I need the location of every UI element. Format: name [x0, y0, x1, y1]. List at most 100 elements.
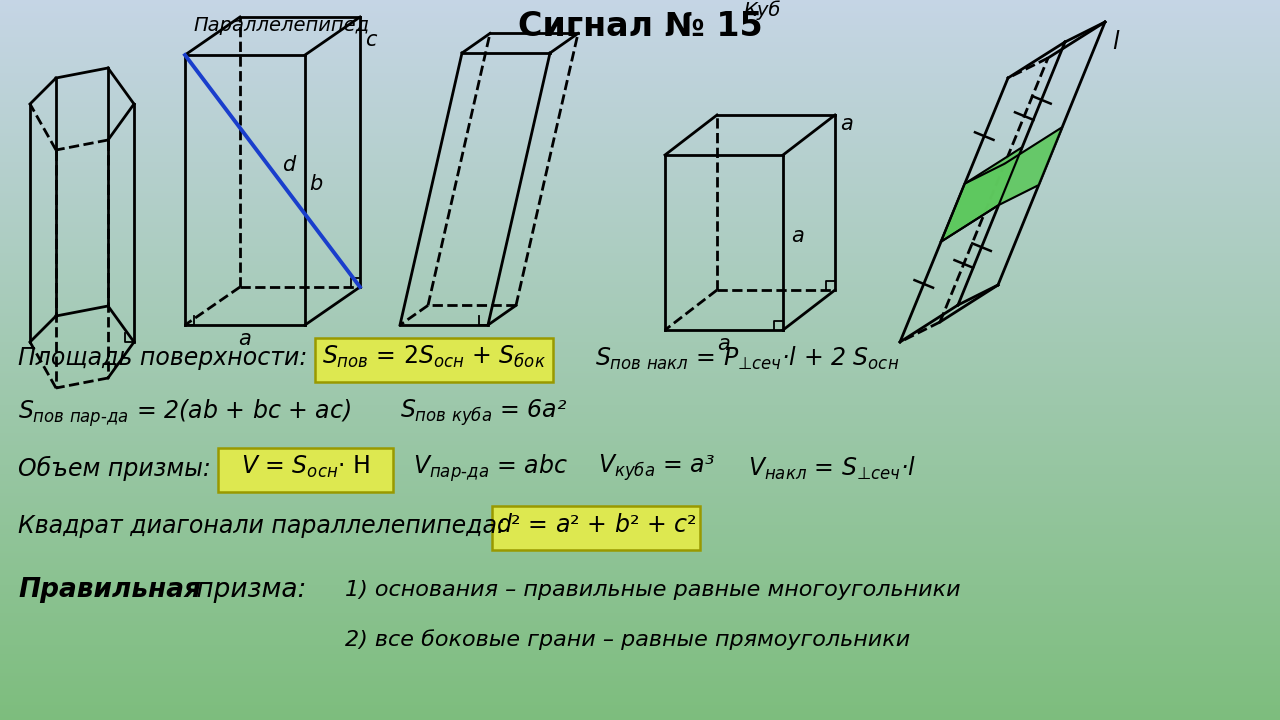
Bar: [0, 286, 1280, 288]
Bar: [0, 106, 1280, 108]
Bar: [0, 17, 1280, 19]
Text: Куб: Куб: [744, 0, 781, 20]
Bar: [0, 545, 1280, 547]
Bar: [0, 648, 1280, 650]
Bar: [0, 240, 1280, 243]
Text: $V_{накл}$ = $S_{⊥сеч}$·$l$: $V_{накл}$ = $S_{⊥сеч}$·$l$: [748, 454, 916, 482]
Bar: [0, 677, 1280, 679]
Bar: [0, 264, 1280, 266]
Bar: [0, 135, 1280, 137]
Bar: [0, 202, 1280, 204]
Bar: [0, 369, 1280, 372]
Bar: [0, 513, 1280, 516]
Text: Правильная: Правильная: [18, 577, 201, 603]
Bar: [0, 274, 1280, 276]
Bar: [0, 19, 1280, 22]
Bar: [0, 115, 1280, 117]
Bar: [0, 377, 1280, 379]
Bar: [0, 410, 1280, 413]
Bar: [0, 389, 1280, 391]
Bar: [0, 567, 1280, 569]
Text: c: c: [365, 30, 376, 50]
Bar: [0, 619, 1280, 621]
Bar: [0, 574, 1280, 576]
Bar: [0, 641, 1280, 643]
Bar: [0, 444, 1280, 446]
Bar: [0, 12, 1280, 14]
Bar: [0, 629, 1280, 631]
Bar: [0, 405, 1280, 408]
Bar: [0, 216, 1280, 218]
Bar: [0, 300, 1280, 302]
Bar: [0, 403, 1280, 405]
Bar: [0, 77, 1280, 79]
Bar: [0, 396, 1280, 398]
Bar: [0, 336, 1280, 338]
Bar: [0, 84, 1280, 86]
Bar: [0, 511, 1280, 513]
Bar: [0, 89, 1280, 91]
Bar: [0, 540, 1280, 542]
Bar: [0, 581, 1280, 583]
Bar: [0, 276, 1280, 279]
Text: $l$: $l$: [1112, 30, 1120, 54]
Bar: [0, 487, 1280, 490]
Bar: [0, 468, 1280, 470]
Bar: [0, 31, 1280, 34]
Bar: [0, 247, 1280, 250]
Bar: [0, 324, 1280, 326]
Polygon shape: [941, 127, 1062, 242]
Bar: [0, 691, 1280, 693]
Text: Объем призмы:: Объем призмы:: [18, 456, 211, 480]
Bar: [0, 564, 1280, 567]
Bar: [0, 302, 1280, 305]
Text: $S_{пов\ накл}$ = $P_{⊥сеч}$·$l$ + 2 $S_{осн}$: $S_{пов\ накл}$ = $P_{⊥сеч}$·$l$ + 2 $S_…: [595, 344, 900, 372]
Bar: [0, 526, 1280, 528]
Bar: [0, 372, 1280, 374]
Text: $V$ = $S_{осн}$· H: $V$ = $S_{осн}$· H: [241, 454, 370, 480]
Bar: [0, 423, 1280, 425]
Bar: [0, 391, 1280, 394]
Bar: [0, 27, 1280, 29]
Bar: [0, 636, 1280, 639]
Bar: [0, 326, 1280, 329]
Bar: [0, 355, 1280, 358]
Bar: [0, 24, 1280, 27]
Bar: [0, 398, 1280, 401]
Bar: [0, 279, 1280, 281]
Bar: [0, 495, 1280, 497]
Bar: [0, 451, 1280, 454]
Bar: [0, 454, 1280, 456]
Bar: [0, 5, 1280, 7]
Bar: [0, 353, 1280, 355]
Bar: [0, 29, 1280, 31]
Bar: [0, 531, 1280, 533]
Bar: [0, 214, 1280, 216]
Bar: [0, 50, 1280, 53]
Bar: [0, 593, 1280, 595]
Bar: [0, 686, 1280, 689]
Text: Сигнал № 15: Сигнал № 15: [517, 10, 763, 43]
Bar: [0, 470, 1280, 473]
Bar: [0, 492, 1280, 495]
Bar: [0, 387, 1280, 389]
Bar: [0, 101, 1280, 103]
Bar: [0, 415, 1280, 418]
Bar: [0, 199, 1280, 202]
Bar: [0, 41, 1280, 43]
Bar: [0, 430, 1280, 432]
Bar: [0, 290, 1280, 293]
Bar: [0, 218, 1280, 221]
Bar: [0, 343, 1280, 346]
Bar: [0, 185, 1280, 187]
Bar: [0, 225, 1280, 228]
Bar: [0, 348, 1280, 351]
Bar: [0, 281, 1280, 283]
Bar: [0, 137, 1280, 139]
Bar: [0, 365, 1280, 367]
Bar: [0, 110, 1280, 113]
Bar: [0, 125, 1280, 127]
Bar: [0, 485, 1280, 487]
Bar: [0, 427, 1280, 430]
Bar: [0, 449, 1280, 451]
